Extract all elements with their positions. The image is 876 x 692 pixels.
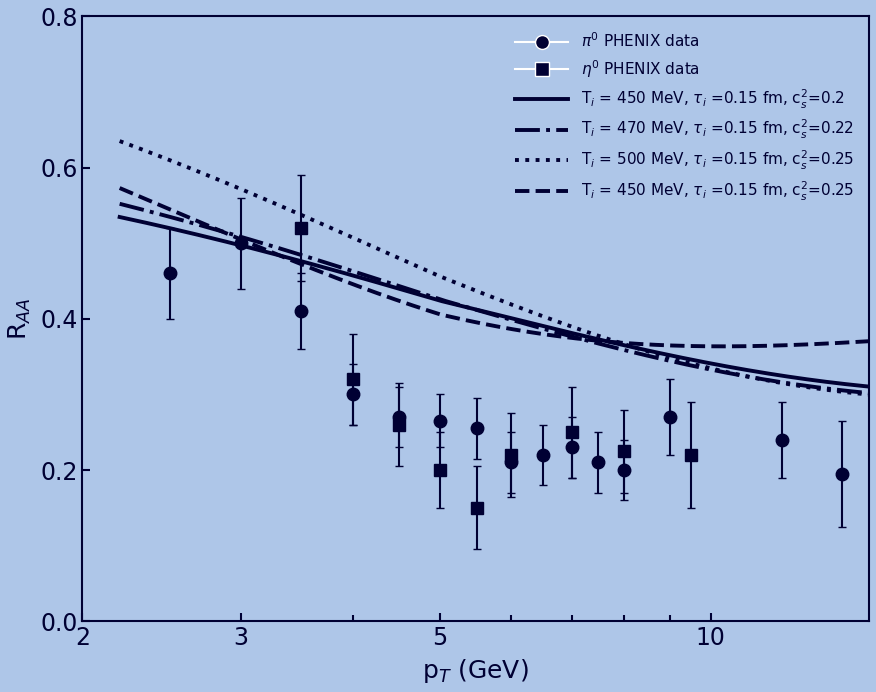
Legend: $\pi^0$ PHENIX data, $\eta^0$ PHENIX data, T$_i$ = 450 MeV, $\tau_i$ =0.15 fm, c: $\pi^0$ PHENIX data, $\eta^0$ PHENIX dat…	[507, 24, 861, 211]
Y-axis label: R$_{AA}$: R$_{AA}$	[7, 298, 33, 340]
X-axis label: p$_T$ (GeV): p$_T$ (GeV)	[422, 657, 529, 685]
